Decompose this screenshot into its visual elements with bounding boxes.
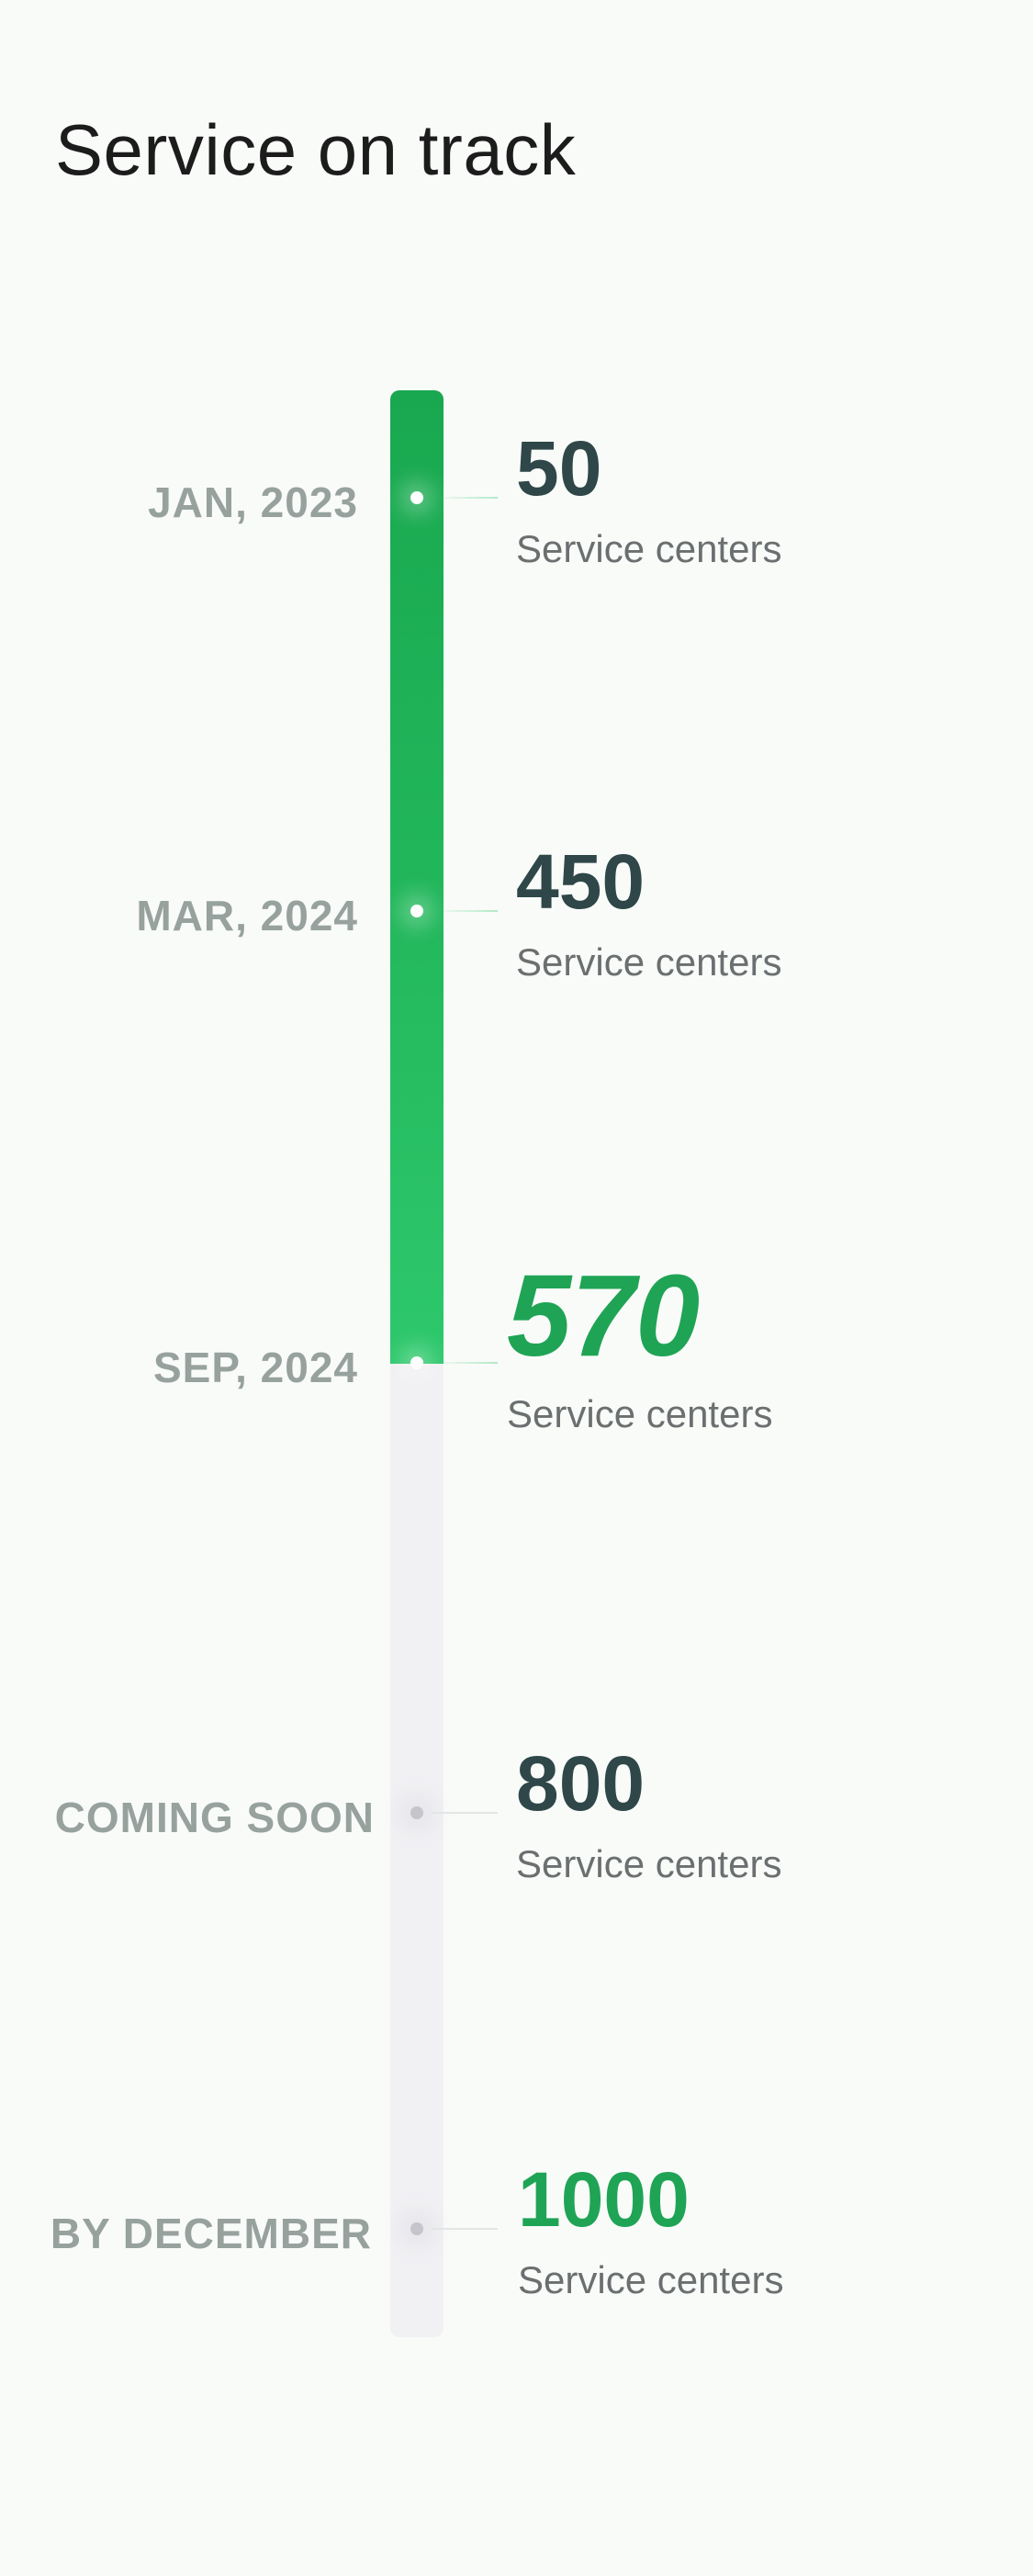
milestone-caption: Service centers xyxy=(518,2258,784,2301)
milestone-caption: Service centers xyxy=(516,527,782,570)
milestone-date: SEP, 2024 xyxy=(152,1344,358,1391)
milestone-dot-goal xyxy=(410,2222,423,2235)
milestone-connector xyxy=(432,1362,498,1364)
milestone-date: COMING SOON xyxy=(54,1794,375,1841)
milestone-dot-completed xyxy=(410,905,423,917)
milestone-dot-upcoming xyxy=(410,1806,423,1819)
milestone-caption: Service centers xyxy=(516,940,782,984)
milestone-date: JAN, 2023 xyxy=(148,478,358,526)
milestone-value: 50 xyxy=(516,425,602,512)
milestone-date: BY DECEMBER xyxy=(50,2210,372,2257)
milestone-connector xyxy=(432,1812,498,1814)
progress-track xyxy=(390,390,444,2337)
milestone-dot-completed xyxy=(410,491,423,504)
milestone-value-goal: 1000 xyxy=(518,2156,690,2243)
milestone-date: MAR, 2024 xyxy=(136,892,358,939)
milestone-caption: Service centers xyxy=(516,1842,782,1885)
milestone-value: 450 xyxy=(516,838,646,925)
progress-fill xyxy=(390,390,444,1364)
milestone-connector xyxy=(432,497,498,499)
milestone-value-current: 570 xyxy=(507,1251,701,1380)
milestone-connector xyxy=(432,910,498,912)
milestone-connector xyxy=(432,2228,498,2230)
page-title: Service on track xyxy=(55,109,577,190)
milestone-value: 800 xyxy=(516,1740,646,1827)
milestone-caption: Service centers xyxy=(507,1392,773,1435)
milestone-dot-current xyxy=(410,1356,423,1369)
